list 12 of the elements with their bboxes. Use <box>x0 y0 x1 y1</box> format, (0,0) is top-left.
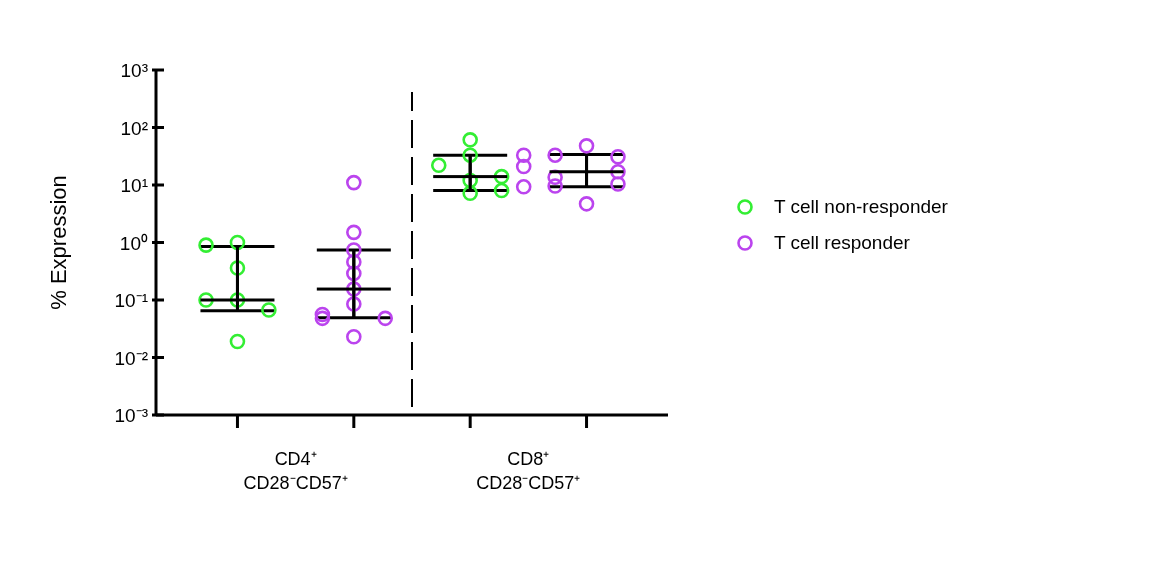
y-tick-label: 10² <box>120 117 148 139</box>
y-tick-label: 10⁻³ <box>114 405 148 426</box>
y-tick-label: 10⁰ <box>119 232 148 254</box>
y-tick-label: 10⁻¹ <box>114 290 148 311</box>
x-tick-label: CD8⁺ CD28⁻CD57⁺ <box>476 449 581 493</box>
y-tick-label: 10³ <box>120 60 148 81</box>
legend-label: T cell responder <box>774 232 910 254</box>
y-tick-label: 10¹ <box>120 175 148 196</box>
y-axis-title: % Expression <box>45 175 71 310</box>
legend-label: T cell non-responder <box>774 196 948 218</box>
y-tick-label: 10⁻² <box>114 347 148 369</box>
x-tick-label: CD4⁺ CD28⁻CD57⁺ <box>243 449 348 493</box>
